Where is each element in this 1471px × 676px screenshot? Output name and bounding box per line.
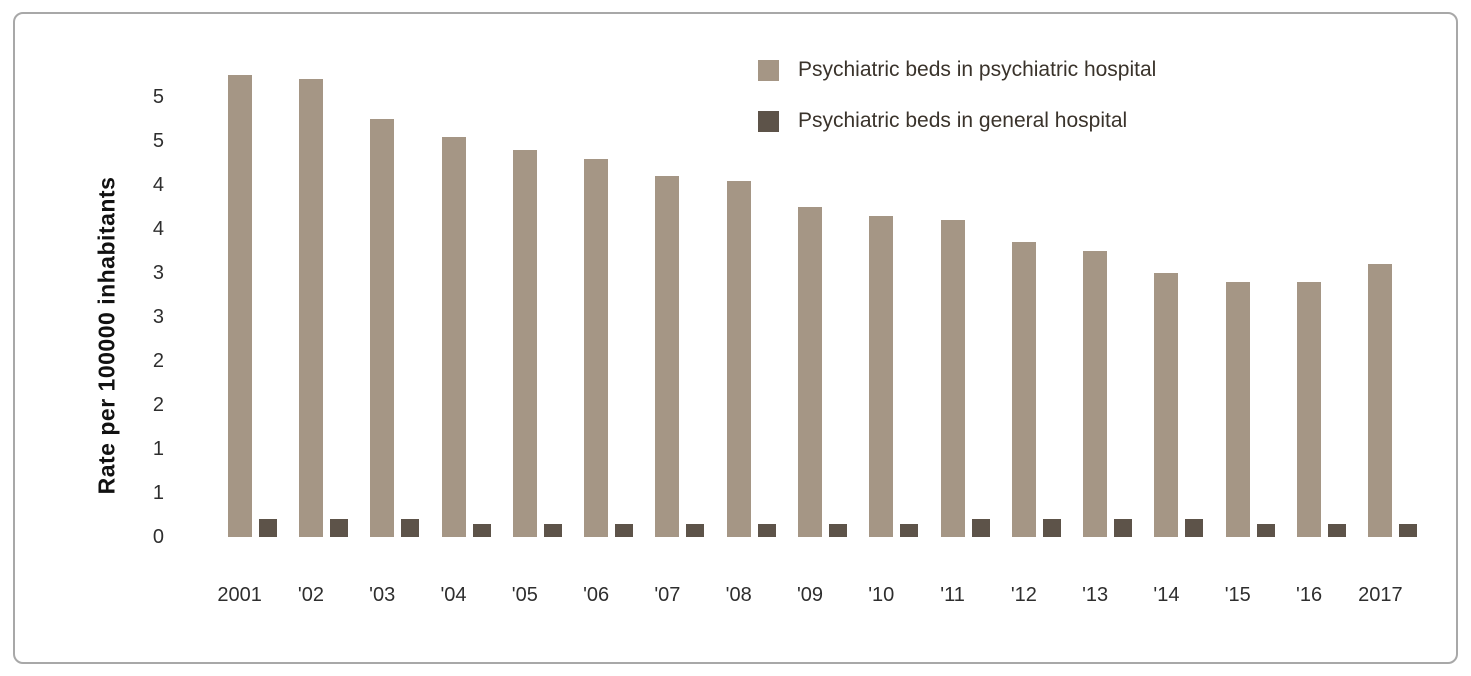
bar-general-hospital xyxy=(258,519,277,537)
bar-psychiatric-hospital xyxy=(1225,281,1250,537)
x-axis-tick-labels: 2001 '02 '03 '04 '05 '06 '07 '08 '09 '10 '11 '12 '13… xyxy=(204,582,1416,610)
y-tick-label: 1 xyxy=(152,438,164,460)
x-tick-label: '11 xyxy=(940,584,965,606)
bar-psychiatric-hospital xyxy=(869,215,894,537)
bar-psychiatric-hospital xyxy=(512,149,537,537)
x-tick-label: '14 xyxy=(1153,584,1180,606)
x-tick-label: '12 xyxy=(1010,584,1037,606)
legend-label-psychiatric-hospital: Psychiatric beds in psychiatric hospital xyxy=(798,58,1157,81)
x-tick-label: '13 xyxy=(1082,584,1109,606)
y-axis-tick-labels: 0 1 1 2 2 3 3 4 4 5 5 xyxy=(118,86,164,548)
x-tick-label: '04 xyxy=(440,584,467,606)
bar-general-hospital xyxy=(971,519,990,537)
bar-psychiatric-hospital xyxy=(798,207,822,537)
y-tick-label: 3 xyxy=(152,262,164,284)
y-tick-label: 0 xyxy=(152,526,164,548)
x-tick-label: '02 xyxy=(297,584,324,606)
bar-psychiatric-hospital xyxy=(1011,242,1036,537)
bar-general-hospital xyxy=(1114,519,1133,537)
legend: Psychiatric beds in psychiatric hospital… xyxy=(758,58,1156,160)
bar-psychiatric-hospital xyxy=(1368,264,1393,537)
legend-swatch-psychiatric-hospital xyxy=(758,59,779,81)
x-tick-label: '05 xyxy=(511,584,538,606)
bar-general-hospital xyxy=(543,523,562,537)
bar-psychiatric-hospital xyxy=(1154,273,1179,537)
y-tick-label: 1 xyxy=(152,482,164,504)
bar-general-hospital xyxy=(329,519,348,537)
bar-general-hospital xyxy=(1328,523,1347,537)
y-tick-label: 3 xyxy=(152,306,164,328)
x-tick-label: 2001 xyxy=(217,584,262,606)
legend-swatch-general-hospital xyxy=(758,110,779,132)
y-tick-label: 2 xyxy=(152,394,164,416)
x-tick-label: '03 xyxy=(369,584,396,606)
y-axis-title: Rate per 100000 inhabitants xyxy=(93,176,120,495)
bar-psychiatric-hospital xyxy=(441,136,466,537)
x-tick-label: '07 xyxy=(654,584,681,606)
bar-psychiatric-hospital xyxy=(584,158,609,537)
x-tick-label: '08 xyxy=(725,584,752,606)
bar-psychiatric-hospital xyxy=(227,75,252,537)
bar-psychiatric-hospital xyxy=(1083,251,1108,537)
x-tick-label: '15 xyxy=(1224,584,1251,606)
y-tick-label: 5 xyxy=(152,130,164,152)
bar-general-hospital xyxy=(1042,519,1061,537)
bar-general-hospital xyxy=(1399,523,1418,537)
x-tick-label: '10 xyxy=(868,584,895,606)
legend-label-general-hospital: Psychiatric beds in general hospital xyxy=(798,109,1128,132)
bar-general-hospital xyxy=(686,523,705,537)
bar-psychiatric-hospital xyxy=(298,79,323,537)
x-tick-label: '09 xyxy=(796,584,824,606)
bar-general-hospital xyxy=(401,519,420,537)
bar-psychiatric-hospital xyxy=(655,176,680,537)
y-tick-label: 4 xyxy=(152,174,164,196)
bar-psychiatric-hospital xyxy=(726,180,751,537)
y-tick-label: 2 xyxy=(152,350,164,372)
x-tick-label: '06 xyxy=(583,584,610,606)
bar-general-hospital xyxy=(615,523,634,537)
bar-general-hospital xyxy=(1185,519,1204,537)
bar-general-hospital xyxy=(829,523,847,537)
legend-item: Psychiatric beds in general hospital xyxy=(758,109,1156,133)
bar-general-hospital xyxy=(1256,523,1275,537)
y-tick-label: 4 xyxy=(152,218,164,240)
bar-general-hospital xyxy=(757,523,776,537)
y-tick-label: 5 xyxy=(152,86,164,108)
bar-psychiatric-hospital xyxy=(1297,281,1322,537)
bar-psychiatric-hospital xyxy=(370,119,395,537)
legend-item: Psychiatric beds in psychiatric hospital xyxy=(758,58,1156,82)
bar-psychiatric-hospital xyxy=(940,220,965,537)
bar-general-hospital xyxy=(472,523,491,537)
x-tick-label: '16 xyxy=(1296,584,1323,606)
plot-area xyxy=(204,75,1418,537)
x-tick-label: 2017 xyxy=(1358,584,1403,606)
bar-general-hospital xyxy=(900,523,919,537)
